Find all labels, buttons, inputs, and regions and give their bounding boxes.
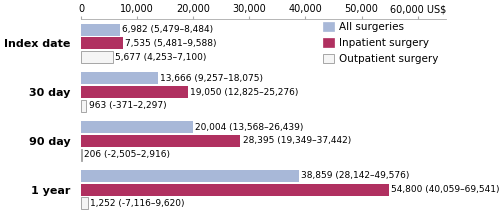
Text: 13,666 (9,257–18,075): 13,666 (9,257–18,075) [160,74,263,83]
Legend: All surgeries, Inpatient surgery, Outpatient surgery: All surgeries, Inpatient surgery, Outpat… [322,20,440,66]
Text: 963 (-371–2,297): 963 (-371–2,297) [88,101,166,110]
Bar [81,121,193,133]
Bar [81,135,240,147]
Bar [81,197,88,209]
Bar [81,100,86,112]
Text: 28,395 (19,349–37,442): 28,395 (19,349–37,442) [242,136,351,145]
Bar [81,37,123,50]
Text: 54,800 (40,059–69,541): 54,800 (40,059–69,541) [391,185,500,194]
Bar [81,170,299,182]
Bar [81,51,113,63]
Text: 6,982 (5,479–8,484): 6,982 (5,479–8,484) [122,25,214,34]
Bar [81,184,388,196]
Text: 5,677 (4,253–7,100): 5,677 (4,253–7,100) [115,53,206,62]
Bar [81,72,158,85]
Text: 206 (-2,505–2,916): 206 (-2,505–2,916) [84,150,170,159]
Text: 20,004 (13,568–26,439): 20,004 (13,568–26,439) [196,123,304,132]
Bar [81,149,82,161]
Text: 19,050 (12,825–25,276): 19,050 (12,825–25,276) [190,88,298,97]
Bar [81,86,188,98]
Text: 1,252 (-7,116–9,620): 1,252 (-7,116–9,620) [90,199,184,208]
Bar [81,24,120,36]
Text: 7,535 (5,481–9,588): 7,535 (5,481–9,588) [126,39,217,48]
Text: 38,859 (28,142–49,576): 38,859 (28,142–49,576) [302,171,410,180]
